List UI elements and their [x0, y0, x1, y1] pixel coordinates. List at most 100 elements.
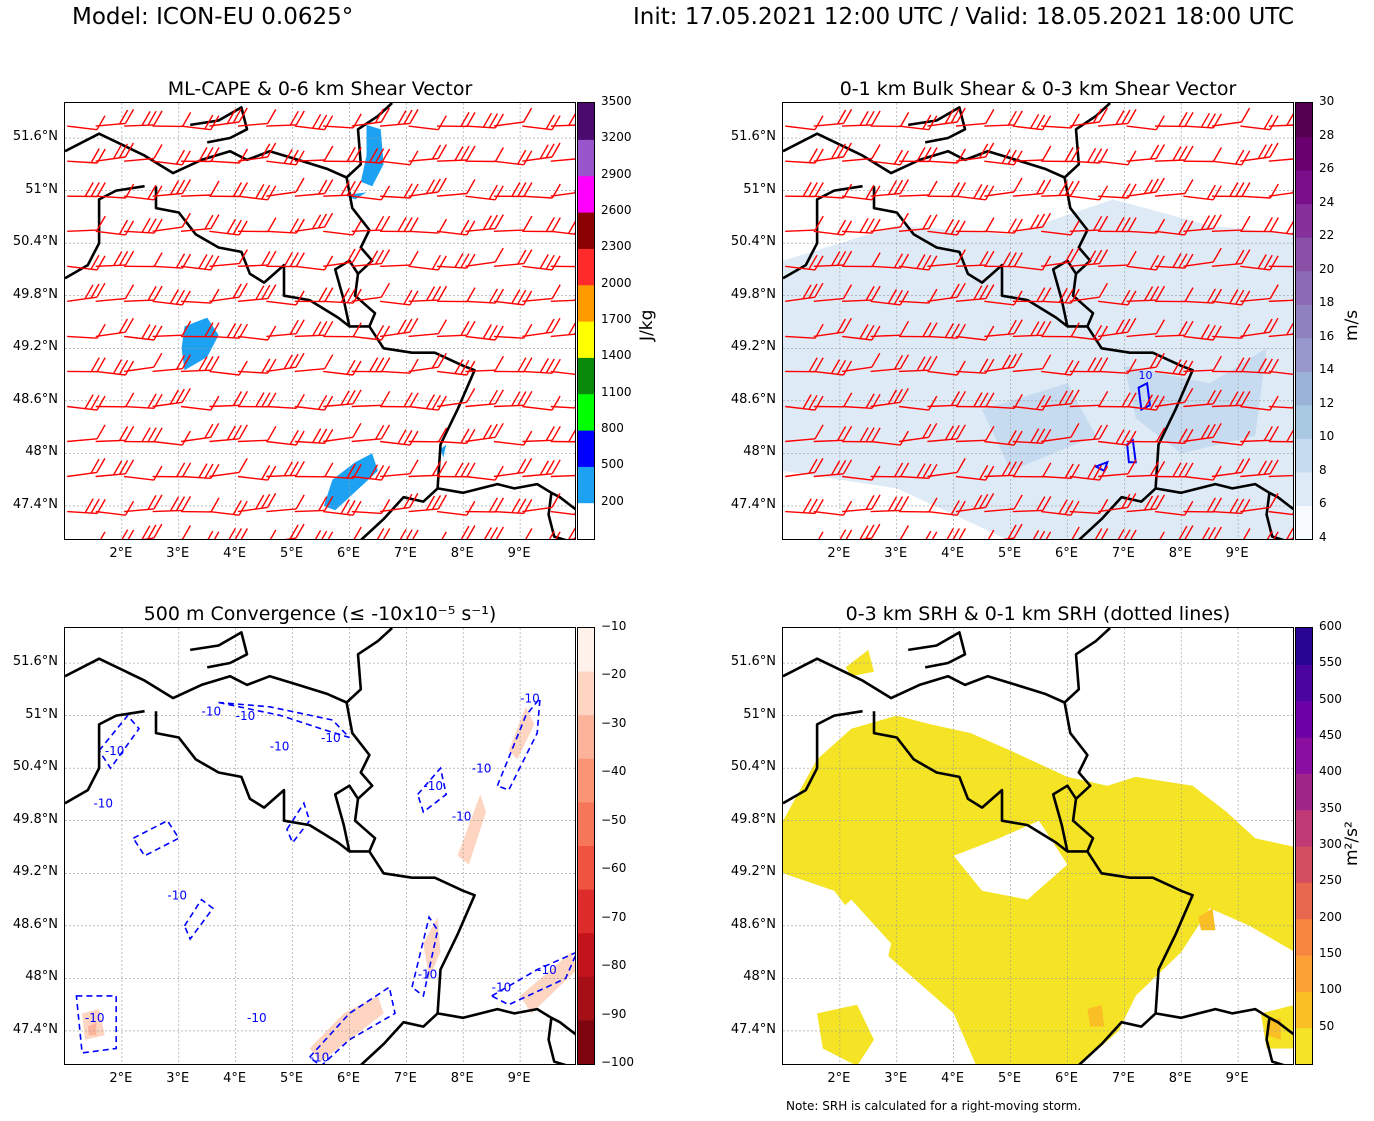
wind-barb-feather: [494, 355, 505, 371]
wind-barb-feather: [1200, 424, 1210, 440]
wind-barb-feather: [141, 324, 151, 339]
wind-barb-feather: [210, 322, 220, 338]
wind-barb: [870, 334, 901, 338]
wind-barb: [1211, 471, 1242, 478]
wind-barb-feather: [1070, 247, 1080, 263]
wind-barb: [1268, 124, 1293, 127]
wind-barb-feather: [525, 528, 533, 539]
wind-barb: [351, 121, 382, 127]
wind-barb: [1069, 475, 1100, 481]
wind-barb-feather: [871, 252, 881, 267]
wind-barb-feather: [1093, 357, 1103, 373]
wind-barb-feather: [494, 247, 504, 263]
wind-barb-feather: [1149, 286, 1160, 301]
wind-barb: [180, 300, 211, 304]
wind-barb-feather: [1212, 147, 1223, 162]
wind-barb-feather: [317, 213, 328, 229]
wind-barb: [1182, 538, 1185, 539]
wind-barb-feather: [1241, 290, 1251, 306]
wind-barb: [813, 195, 844, 199]
colorbar-tick-label: 2600: [601, 203, 632, 217]
wind-barb-feather: [1212, 389, 1222, 405]
y-tick-label: 48°N: [743, 969, 776, 985]
wind-barb-feather: [1206, 389, 1216, 405]
wind-barb-feather: [899, 354, 910, 370]
wind-barb-feather: [324, 496, 334, 511]
wind-barb-feather: [267, 217, 277, 232]
wind-barb-feather: [551, 115, 561, 131]
wind-barb-feather: [928, 395, 938, 411]
wind-barb: [465, 403, 496, 408]
colorbar-segment: [578, 357, 594, 395]
wind-barb-feather: [1212, 214, 1222, 229]
wind-barb-feather: [1229, 498, 1239, 514]
wind-barb-feather: [376, 528, 385, 539]
wind-barb-feather: [269, 529, 277, 539]
wind-barb-feather: [295, 523, 305, 539]
wind-barb-feather: [204, 147, 214, 162]
wind-barb-feather: [511, 182, 521, 197]
wind-barb: [870, 401, 901, 408]
wind-barb-feather: [545, 254, 555, 270]
wind-barb: [237, 506, 268, 513]
colorbar-tick-label: 24: [1319, 194, 1335, 209]
wind-barb-feather: [261, 184, 271, 200]
wind-barb: [984, 474, 1015, 478]
wind-barb: [927, 230, 958, 236]
wind-barb: [152, 334, 183, 338]
wind-barb-feather: [437, 218, 448, 234]
wind-barb-feather: [985, 185, 995, 201]
wind-barb-feather: [1241, 357, 1251, 373]
wind-barb-feather: [317, 394, 328, 410]
wind-barb-feather: [431, 144, 442, 160]
wind-barb-feather: [946, 528, 955, 539]
wind-barb-feather: [1098, 215, 1109, 231]
wind-barb-feather: [397, 217, 407, 232]
wind-barb-feather: [545, 114, 555, 130]
wind-barb-feather: [1013, 150, 1023, 166]
wind-barb-feather: [899, 387, 909, 403]
wind-barb: [67, 229, 98, 232]
wind-barb-feather: [181, 212, 191, 228]
filled-area: [323, 453, 378, 511]
country-border: [65, 184, 145, 280]
wind-barb: [408, 265, 439, 271]
filled-area: [982, 383, 1096, 471]
country-border: [1265, 492, 1285, 539]
wind-barb-feather: [1178, 253, 1188, 269]
wind-barb-feather: [523, 357, 533, 373]
wind-barb-feather: [1098, 107, 1109, 123]
wind-barb-feather: [1121, 217, 1131, 232]
wind-barb-feather: [859, 427, 869, 443]
wind-barb: [266, 230, 297, 234]
country-border: [1155, 482, 1293, 511]
colorbar-svg: [578, 103, 594, 539]
wind-barb-feather: [842, 459, 853, 475]
wind-barb-feather: [956, 500, 966, 516]
wind-barb-feather: [1058, 390, 1068, 406]
colorbar-tick-label: 6: [1319, 496, 1327, 511]
wind-barb: [1002, 537, 1015, 539]
wind-barb: [1240, 506, 1271, 513]
wind-barb-feather: [1155, 494, 1166, 510]
wind-barb: [1183, 195, 1214, 201]
wind-barb-feather: [374, 465, 385, 480]
wind-barb: [1183, 403, 1214, 408]
wind-barb-feather: [238, 500, 248, 516]
wind-barb-feather: [425, 495, 436, 511]
wind-barb-feather: [1207, 526, 1217, 539]
wind-barb-feather: [374, 148, 385, 163]
wind-barb-feather: [118, 250, 129, 266]
wind-barb: [550, 510, 575, 516]
wind-barb-feather: [1098, 465, 1109, 481]
y-tick-label: 49.2°N: [12, 864, 58, 880]
wind-barb-feather: [979, 465, 989, 480]
wind-barb-feather: [808, 394, 818, 410]
wind-barb: [927, 404, 958, 408]
x-tick-label: 3°E: [884, 1071, 908, 1086]
wind-barb-feather: [922, 423, 932, 439]
wind-barb: [237, 264, 268, 267]
wind-barb-feather: [181, 354, 192, 370]
wind-barb-feather: [261, 392, 271, 408]
wind-barb-feather: [352, 500, 362, 516]
